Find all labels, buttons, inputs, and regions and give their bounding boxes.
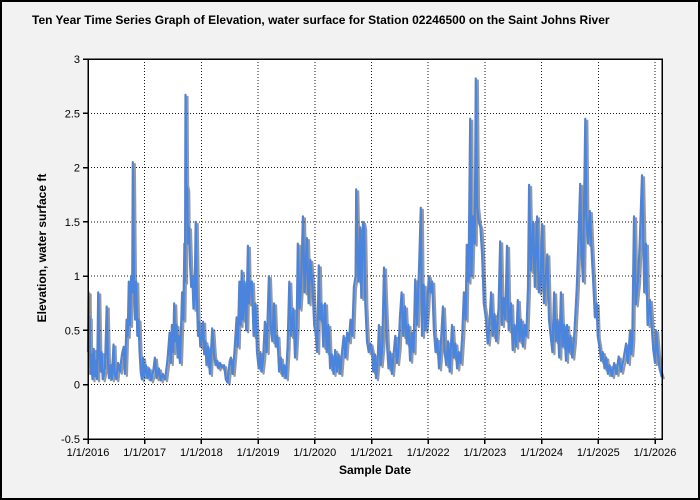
gridlines [88, 59, 662, 439]
x-tick-label: 1/1/2024 [520, 447, 563, 459]
x-tick-label: 1/1/2025 [577, 447, 620, 459]
y-tick-label: 2 [74, 163, 80, 175]
y-tick-label: 0.5 [65, 325, 80, 337]
x-tick-label: 1/1/2020 [293, 447, 336, 459]
plot-border [87, 58, 663, 440]
y-axis-label: Elevation, water surface ft [35, 173, 49, 323]
x-tick-label: 1/1/2019 [237, 447, 280, 459]
y-tick-label: -0.5 [61, 434, 80, 446]
y-tick-label: 3 [74, 54, 80, 66]
x-tick-label: 1/1/2017 [123, 447, 166, 459]
y-tick-label: 0 [74, 380, 80, 392]
y-tick-label: 1 [74, 271, 80, 283]
x-tick-label: 1/1/2026 [634, 447, 677, 459]
y-tick-label: 2.5 [65, 108, 80, 120]
x-axis-label: Sample Date [338, 463, 412, 477]
x-tick-label: 1/1/2023 [463, 447, 506, 459]
x-tick-label: 1/1/2018 [180, 447, 223, 459]
chart-title: Ten Year Time Series Graph of Elevation,… [32, 13, 610, 27]
elevation-series-line [86, 77, 663, 384]
plot-area [88, 59, 662, 439]
y-tick-label: 1.5 [65, 217, 80, 229]
x-tick-label: 1/1/2016 [67, 447, 110, 459]
x-tick-label: 1/1/2022 [407, 447, 450, 459]
x-tick-label: 1/1/2021 [350, 447, 393, 459]
axis-ticks [83, 58, 656, 444]
